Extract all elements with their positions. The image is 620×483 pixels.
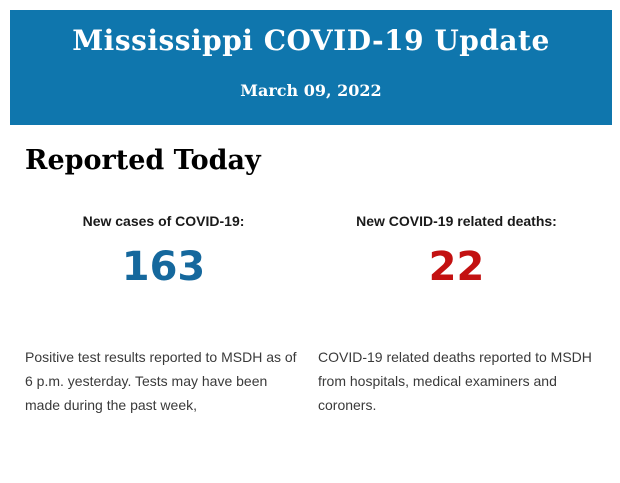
report-body: Reported Today New cases of COVID-19: 16… xyxy=(0,145,620,417)
stat-value-new-cases: 163 xyxy=(121,244,206,290)
header-banner: Mississippi COVID-19 Update March 09, 20… xyxy=(10,10,612,125)
report-date: March 09, 2022 xyxy=(240,81,382,100)
stat-new-cases: New cases of COVID-19: 163 xyxy=(25,213,302,289)
stat-label-new-cases: New cases of COVID-19: xyxy=(82,213,245,229)
stat-label-new-deaths: New COVID-19 related deaths: xyxy=(356,213,557,229)
descriptions-row: Positive test results reported to MSDH a… xyxy=(25,345,595,417)
stat-value-new-deaths: 22 xyxy=(428,244,485,290)
section-heading: Reported Today xyxy=(25,145,261,176)
page-title: Mississippi COVID-19 Update xyxy=(72,24,550,57)
stat-new-deaths: New COVID-19 related deaths: 22 xyxy=(318,213,595,289)
description-new-cases: Positive test results reported to MSDH a… xyxy=(25,349,297,413)
description-new-deaths: COVID-19 related deaths reported to MSDH… xyxy=(318,349,592,413)
stats-row: New cases of COVID-19: 163 New COVID-19 … xyxy=(25,213,595,289)
